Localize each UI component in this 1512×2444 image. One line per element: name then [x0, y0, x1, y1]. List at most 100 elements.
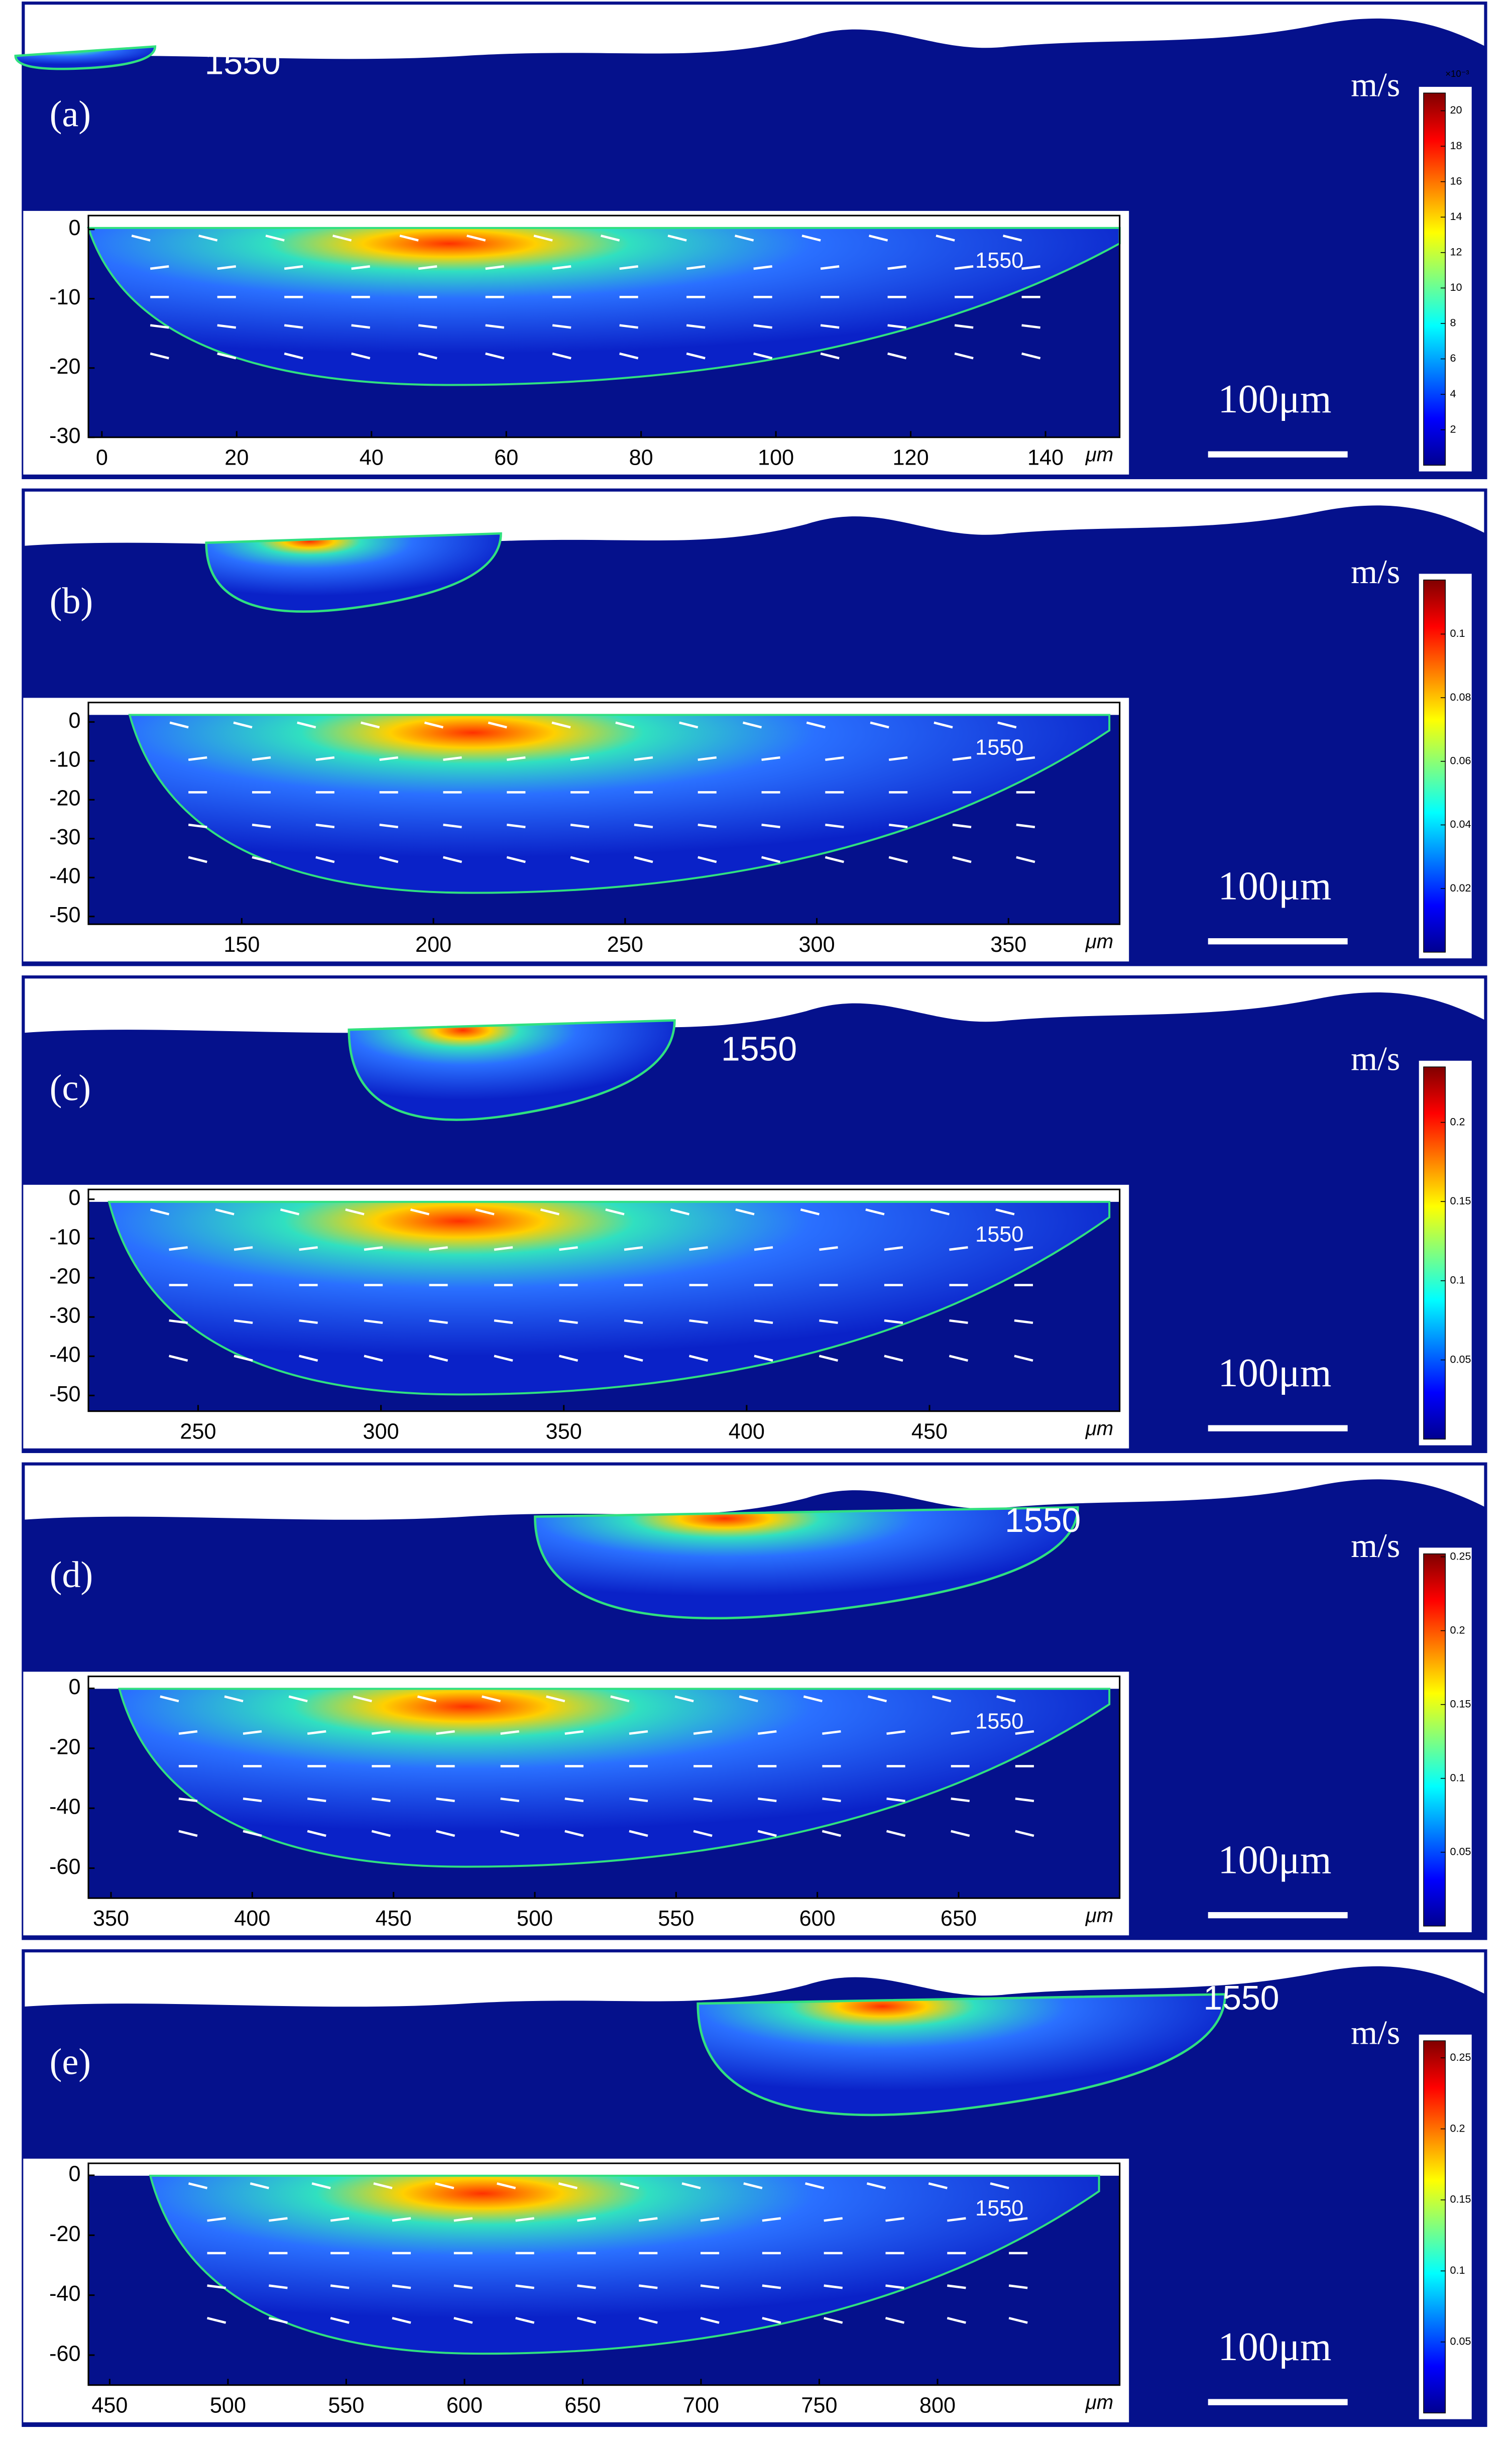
colorbar-tick-label: 0.15: [1450, 1194, 1471, 1207]
y-tick-label: -30: [49, 1304, 80, 1328]
flow-arrow: [610, 1695, 630, 1703]
x-tick-label: 650: [941, 1907, 977, 1931]
flow-arrow: [670, 1208, 690, 1215]
flow-arrow: [361, 721, 380, 729]
inset-contour-label: 1550: [975, 1710, 1023, 1734]
scale-bar-label: 100μm: [1218, 377, 1332, 421]
flow-arrow: [552, 265, 571, 270]
flow-arrow: [265, 235, 285, 242]
x-tick-label: 200: [415, 933, 451, 957]
flow-arrow: [330, 2317, 350, 2324]
melt-pool-section: [149, 2174, 1100, 2355]
flow-arrow: [500, 1797, 520, 1803]
colorbar-tick-label: 16: [1450, 174, 1462, 187]
flow-arrow: [410, 1208, 430, 1215]
flow-arrow: [436, 1797, 455, 1803]
flow-arrow: [697, 756, 717, 761]
panel: 1550 (b) 1550 150 200 250 300 350 0 -10 -20 -30 -40 -…: [22, 488, 1487, 966]
flow-arrow: [1014, 1319, 1033, 1324]
colorbar: [1423, 1553, 1446, 1927]
flow-arrow: [888, 823, 908, 829]
scale-bar: [1208, 1425, 1348, 1431]
colorbar-tick-label: 0.25: [1450, 2051, 1471, 2063]
flow-arrow: [315, 823, 335, 829]
x-axis-unit: μm: [1085, 1417, 1113, 1439]
flow-arrow: [379, 856, 399, 863]
flow-arrow: [500, 1730, 520, 1735]
flow-arrow: [488, 721, 507, 729]
flow-arrow: [954, 324, 974, 329]
flow-arrow: [299, 1355, 318, 1362]
colorbar-tick-label: 4: [1450, 387, 1456, 400]
x-tick-label: 800: [919, 2393, 956, 2417]
flow-arrow: [757, 1797, 777, 1803]
colorbar-tick-label: 0.05: [1450, 2335, 1471, 2348]
y-tick-label: -40: [49, 2282, 80, 2306]
flow-arrow: [188, 856, 207, 863]
x-tick-label: 400: [234, 1907, 270, 1931]
flow-arrow: [634, 756, 653, 761]
x-tick-label: 700: [683, 2393, 719, 2417]
flow-arrow: [990, 2182, 1009, 2189]
flow-arrow: [820, 324, 840, 329]
flow-arrow: [485, 265, 505, 270]
flow-arrow: [679, 721, 699, 729]
colorbar-title: m/s: [1351, 66, 1400, 104]
x-tick-label: 250: [607, 933, 643, 957]
flow-arrow: [252, 856, 271, 863]
flow-arrow: [887, 324, 906, 329]
flow-arrow: [697, 856, 717, 863]
flow-arrow: [934, 721, 953, 729]
flow-arrow: [743, 2182, 763, 2189]
flow-arrow: [624, 1355, 643, 1362]
colorbar-tick-label: 0.08: [1450, 691, 1471, 703]
flow-arrow: [198, 235, 218, 242]
y-tick-label: -20: [49, 2222, 80, 2246]
y-tick-label: 0: [69, 216, 81, 240]
flow-arrow: [674, 1695, 694, 1703]
flow-arrow: [697, 823, 717, 829]
flow-arrow: [564, 1797, 584, 1803]
flow-arrow: [540, 1208, 560, 1215]
flow-arrow: [482, 1695, 501, 1703]
y-tick-label: -20: [49, 1735, 80, 1759]
flow-arrow: [284, 352, 303, 360]
flow-arrow: [392, 2217, 411, 2222]
flow-arrow: [418, 324, 437, 329]
x-tick-label: 140: [1027, 446, 1064, 470]
flow-arrow: [885, 2284, 904, 2289]
x-tick-label: 300: [799, 933, 835, 957]
flow-arrow: [552, 352, 571, 360]
flow-arrow: [299, 1319, 318, 1324]
flow-arrow: [753, 352, 773, 360]
y-tick-label: -50: [49, 1382, 80, 1406]
flow-arrow: [217, 352, 237, 360]
colorbar: [1423, 92, 1446, 466]
flow-arrow: [954, 352, 974, 360]
flow-arrow: [453, 2317, 473, 2324]
flow-arrow: [761, 856, 781, 863]
colorbar: [1423, 1066, 1446, 1440]
flow-arrow: [634, 823, 653, 829]
flow-arrow: [442, 856, 462, 863]
flow-arrow: [150, 352, 169, 360]
colorbar-title: m/s: [1351, 1040, 1400, 1078]
plot-frame: [87, 1676, 1121, 1899]
colorbar-tick-label: 0.1: [1450, 1771, 1465, 1784]
colorbar-tick-label: 0.2: [1450, 1115, 1465, 1128]
flow-arrow: [638, 2284, 658, 2289]
flow-arrow: [1021, 352, 1041, 360]
colorbar-tick-label: 0.25: [1450, 1549, 1471, 1562]
x-tick-label: 450: [91, 2393, 128, 2417]
flow-arrow: [629, 1797, 648, 1803]
flow-arrow: [169, 1319, 188, 1324]
x-tick-label: 500: [210, 2393, 246, 2417]
y-tick-label: 0: [69, 2162, 81, 2186]
flow-arrow: [372, 1797, 391, 1803]
flow-arrow: [353, 1695, 372, 1703]
flow-arrow: [307, 1730, 326, 1735]
flow-arrow: [887, 265, 906, 270]
flow-arrow: [886, 1730, 905, 1735]
flow-arrow: [868, 235, 888, 242]
